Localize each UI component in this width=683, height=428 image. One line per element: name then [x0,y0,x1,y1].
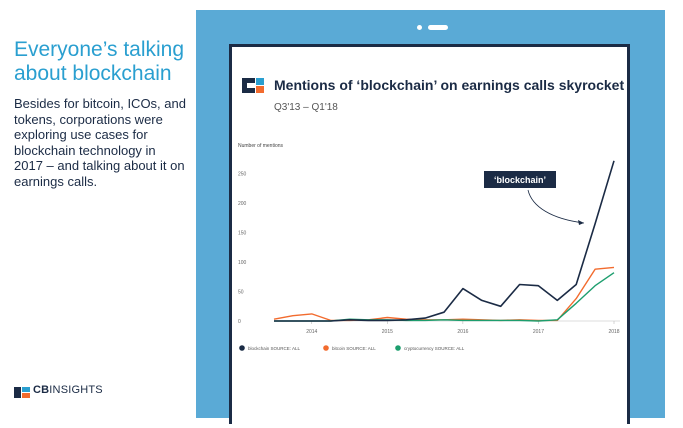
chart-subtitle: Q3'13 – Q1'18 [274,102,338,113]
x-tick-label: 2017 [533,329,544,335]
y-tick-label: 100 [238,260,247,266]
chart-title: Mentions of ‘blockchain’ on earnings cal… [274,77,624,93]
x-tick-label: 2014 [306,329,317,335]
brand-text-bold: CB [33,384,50,396]
y-tick-label: 150 [238,231,247,237]
legend-label: blockchain SOURCE: ALL [248,346,301,351]
legend-label: cryptocurrency SOURCE: ALL [404,346,465,351]
x-tick-label: 2016 [457,329,468,335]
legend: blockchain SOURCE: ALL bitcoin SOURCE: AL… [239,345,465,351]
y-ticks: 0 50 100 150 200 250 [238,172,247,325]
x-tick-label: 2018 [608,329,619,335]
legend-label: bitcoin SOURCE: ALL [332,346,376,351]
chart-logo-icon [242,78,264,93]
tablet-screen: Mentions of ‘blockchain’ on earnings cal… [229,44,630,424]
cb-logo-icon [14,385,30,398]
camera-bar [428,25,448,30]
y-tick-label: 250 [238,172,247,178]
left-panel: Everyone’s talking about blockchain Besi… [14,38,186,189]
annotation-arrowhead [578,220,584,225]
chart: Mentions of ‘blockchain’ on earnings cal… [238,77,624,351]
legend-marker [395,345,401,351]
y-tick-label: 50 [238,290,244,296]
y-tick-label: 0 [238,319,241,325]
camera-dot [417,25,422,30]
series-line-0 [274,160,615,322]
series-group [273,160,615,322]
brand-text: CBINSIGHTS [33,384,103,396]
x-ticks: 2014 2015 2016 2017 2018 [306,321,620,335]
x-tick-label: 2015 [382,329,393,335]
brand-text-rest: INSIGHTS [49,384,103,396]
legend-marker [239,345,245,351]
brand-logo: CBINSIGHTS [14,384,103,398]
y-tick-label: 200 [238,201,247,207]
y-axis-label: Number of mentions [238,143,284,149]
annotation: ‘blockchain’ [484,171,585,225]
annotation-arrow [527,189,585,224]
headline: Everyone’s talking about blockchain [14,38,185,85]
legend-marker [323,345,329,351]
body-text: Besides for bitcoin, ICOs, and tokens, c… [14,96,186,189]
annotation-label: ‘blockchain’ [494,175,546,185]
tablet-frame: Mentions of ‘blockchain’ on earnings cal… [196,10,665,424]
